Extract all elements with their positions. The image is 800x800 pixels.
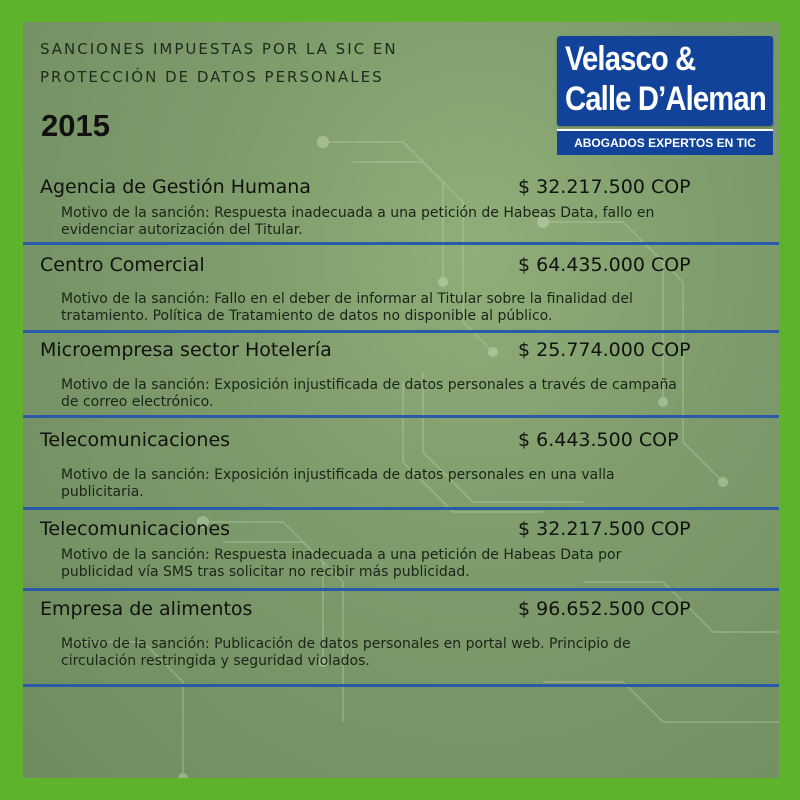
divider — [23, 242, 779, 245]
sanction-amount: $ 64.435.000 COP — [518, 254, 691, 276]
sanction-amount: $ 6.443.500 COP — [518, 429, 679, 451]
logo-line-2: Calle D’Aleman — [565, 80, 767, 118]
sanction-amount: $ 96.652.500 COP — [518, 598, 691, 620]
divider — [23, 330, 779, 333]
divider — [23, 507, 779, 510]
sanction-reason: Motivo de la sanción: Respuesta inadecua… — [61, 547, 622, 580]
sanction-reason: Motivo de la sanción: Exposición injusti… — [61, 377, 677, 410]
logo-tagline: ABOGADOS EXPERTOS EN TIC — [557, 129, 773, 155]
firm-logo: Velasco & Calle D’Aleman ABOGADOS EXPERT… — [557, 36, 775, 155]
logo-line-1: Velasco & — [565, 40, 696, 78]
sanction-amount: $ 25.774.000 COP — [518, 339, 691, 361]
sanction-name: Empresa de alimentos — [40, 598, 253, 620]
year-title: 2015 — [41, 108, 110, 143]
divider — [23, 415, 779, 418]
infographic-panel: SANCIONES IMPUESTAS POR LA SIC EN PROTEC… — [23, 22, 779, 778]
sanction-reason: Motivo de la sanción: Respuesta inadecua… — [61, 205, 655, 238]
header-title-line-1: SANCIONES IMPUESTAS POR LA SIC EN — [40, 40, 398, 58]
sanction-name: Microempresa sector Hotelería — [40, 339, 332, 361]
header-title-line-2: PROTECCIÓN DE DATOS PERSONALES — [40, 68, 384, 86]
sanction-amount: $ 32.217.500 COP — [518, 176, 691, 198]
sanction-name: Agencia de Gestión Humana — [40, 176, 311, 198]
sanction-reason: Motivo de la sanción: Publicación de dat… — [61, 636, 631, 669]
divider — [23, 684, 779, 687]
sanction-reason: Motivo de la sanción: Fallo en el deber … — [61, 291, 633, 324]
sanction-amount: $ 32.217.500 COP — [518, 518, 691, 540]
sanction-reason: Motivo de la sanción: Exposición injusti… — [61, 467, 615, 500]
logo-box: Velasco & Calle D’Aleman — [557, 36, 773, 126]
sanction-name: Centro Comercial — [40, 254, 205, 276]
divider — [23, 588, 779, 591]
sanction-name: Telecomunicaciones — [40, 518, 231, 540]
circuit-background — [63, 136, 779, 778]
sanction-name: Telecomunicaciones — [40, 429, 231, 451]
